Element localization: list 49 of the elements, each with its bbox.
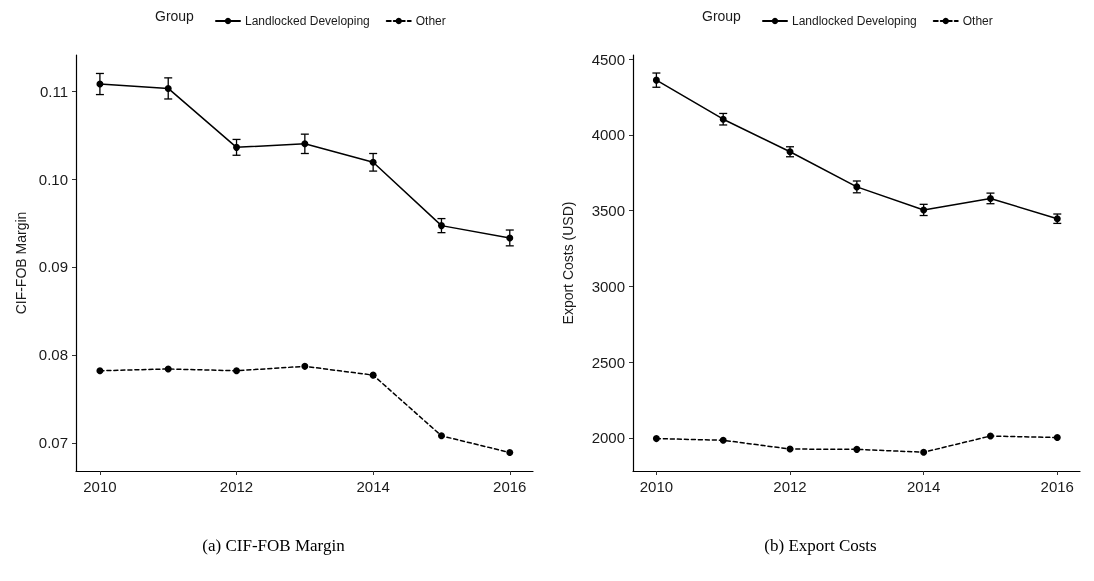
legend-label: Landlocked Developing [792, 14, 917, 28]
y-tick-label: 2000 [591, 429, 625, 447]
x-tick-label: 2016 [1040, 478, 1074, 495]
y-tick-label: 0.11 [39, 82, 68, 100]
text: (b) Export Costs [764, 536, 877, 555]
y-tick-label: 3000 [591, 277, 625, 295]
y-axis-title: CIF-FOB Margin [12, 211, 29, 315]
x-tick-label: 2016 [493, 478, 527, 495]
point [164, 84, 172, 92]
point [853, 445, 861, 453]
point [301, 362, 309, 370]
point [164, 365, 172, 373]
y-tick-label: 3500 [591, 202, 625, 220]
point [719, 436, 727, 444]
point [920, 448, 928, 456]
point [506, 449, 514, 457]
y-tick-label: 2500 [591, 353, 625, 371]
y-tick-label: 4000 [591, 126, 625, 144]
point [1053, 434, 1061, 442]
x-tick-label: 2012 [773, 478, 807, 495]
point [986, 432, 994, 440]
legend-label: Other [415, 14, 446, 28]
legend-label: Other [962, 14, 993, 28]
point [369, 158, 377, 166]
point [301, 140, 309, 148]
point [506, 234, 514, 242]
y-tick-label: 0.10 [38, 170, 68, 188]
x-tick-label: 2014 [356, 478, 390, 495]
legend-title: Group [702, 8, 742, 24]
text: (a) CIF-FOB Margin [202, 536, 346, 555]
point [437, 432, 445, 440]
point [652, 76, 660, 84]
x-tick-label: 2014 [906, 478, 941, 495]
point [96, 367, 104, 375]
y-tick-label: 0.08 [38, 346, 68, 364]
y-tick-label: 0.07 [38, 434, 68, 452]
x-tick-label: 2010 [83, 478, 117, 495]
point [369, 371, 377, 379]
point [652, 435, 660, 443]
y-tick-label: 0.09 [38, 258, 68, 276]
point [437, 222, 445, 230]
x-tick-label: 2012 [219, 478, 254, 495]
x-tick-label: 2010 [639, 478, 674, 495]
y-axis-title: Export Costs (USD) [560, 201, 576, 325]
point [233, 367, 241, 375]
y-tick-label: 4500 [591, 50, 625, 68]
legend-label: Landlocked Developing [245, 14, 370, 28]
point [233, 143, 241, 151]
legend-title: Group [155, 8, 195, 24]
